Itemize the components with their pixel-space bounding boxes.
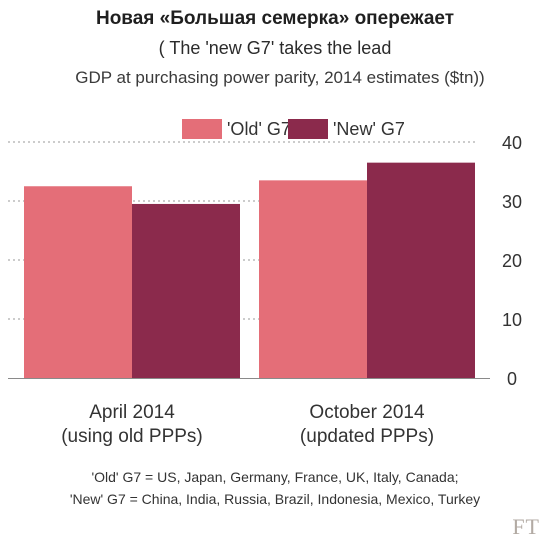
footnote-new-g7: 'New' G7 = China, India, Russia, Brazil,… bbox=[69, 491, 481, 507]
footnote-old-g7: 'Old' G7 = US, Japan, Germany, France, U… bbox=[91, 469, 459, 485]
legend-label: 'New' G7 bbox=[333, 119, 405, 139]
bar bbox=[24, 186, 132, 378]
footnote: 'Old' G7 = US, Japan, Germany, France, U… bbox=[0, 466, 550, 510]
x-tick-label: April 2014 bbox=[89, 402, 175, 423]
legend-label: 'Old' G7 bbox=[227, 119, 291, 139]
y-tick-label: 20 bbox=[502, 251, 522, 271]
chart-title-english: ( The 'new G7' takes the lead bbox=[158, 38, 392, 58]
x-tick-label: (updated PPPs) bbox=[300, 426, 434, 447]
bar bbox=[367, 162, 475, 378]
chart-title: Новая «Большая семерка» опережает bbox=[95, 8, 455, 29]
y-tick-label: 10 bbox=[502, 310, 522, 330]
x-tick-label: (using old PPPs) bbox=[61, 426, 203, 447]
bar bbox=[259, 180, 367, 378]
x-tick-label: October 2014 bbox=[309, 402, 425, 423]
ft-logo: FT bbox=[512, 514, 540, 539]
y-tick-label: 40 bbox=[502, 133, 522, 153]
chart-subtitle: GDP at purchasing power parity, 2014 est… bbox=[75, 68, 485, 87]
y-tick-label: 0 bbox=[507, 369, 517, 389]
legend-swatch bbox=[288, 119, 328, 139]
bar bbox=[132, 203, 240, 378]
y-tick-label: 30 bbox=[502, 192, 522, 212]
legend-swatch bbox=[182, 119, 222, 139]
